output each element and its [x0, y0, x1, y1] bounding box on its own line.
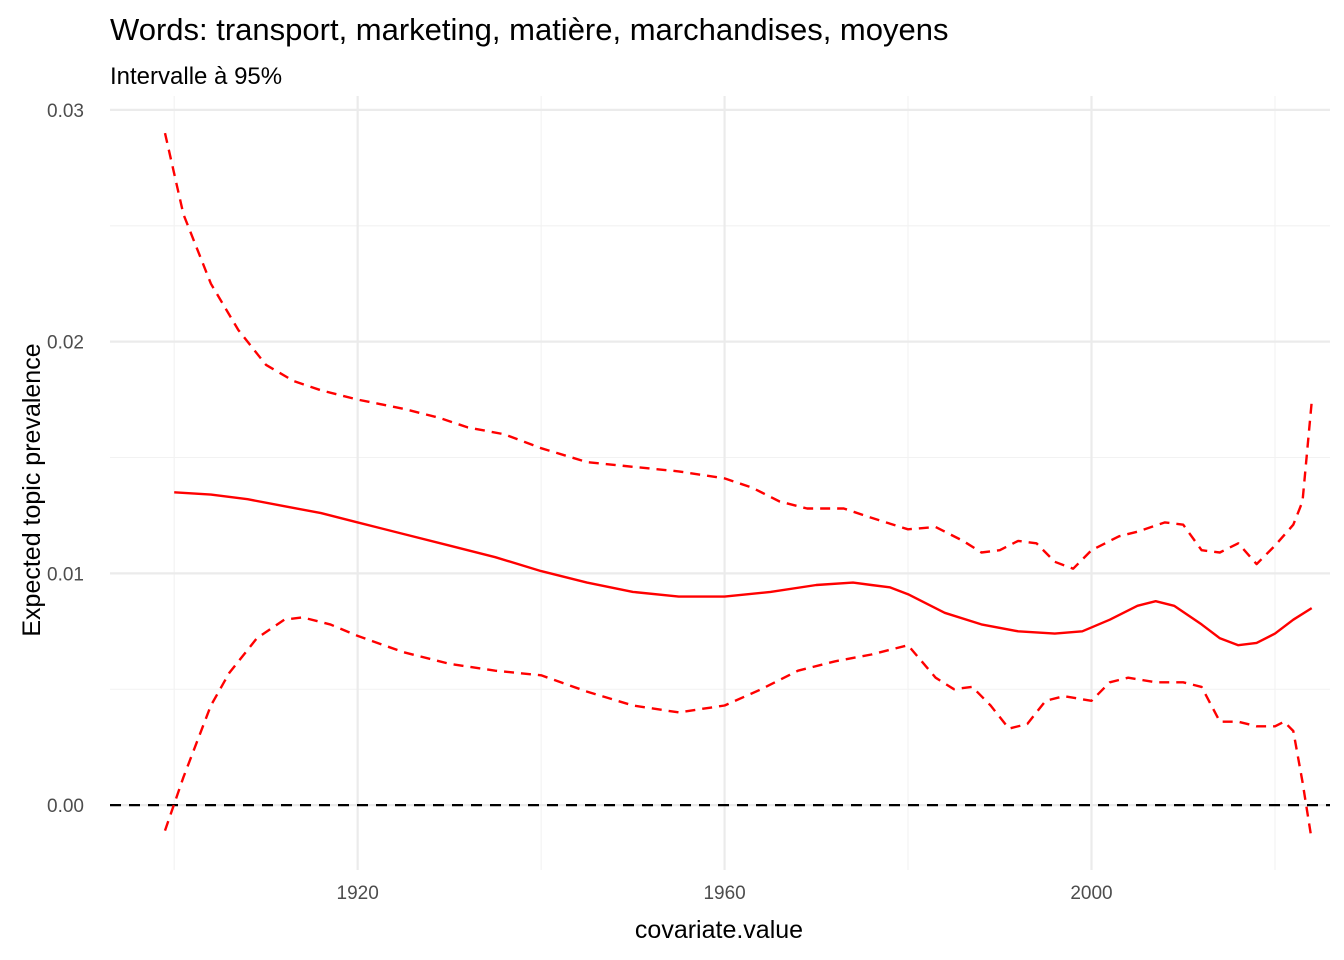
y-tick-label: 0.01 [47, 564, 84, 585]
x-tick-label: 2000 [1070, 883, 1112, 904]
series-line-estimate [174, 491, 1313, 647]
series-line-lower-95 [163, 616, 1313, 841]
series-group [163, 132, 1313, 841]
y-axis-title: Expected topic prevalence [18, 343, 46, 636]
y-tick-label: 0.00 [47, 796, 84, 817]
x-axis-title: covariate.value [635, 916, 803, 944]
x-tick-label: 1960 [703, 883, 745, 904]
y-tick-label: 0.03 [47, 101, 84, 122]
x-tick-label: 1920 [337, 883, 379, 904]
minor-gridlines [110, 96, 1330, 870]
y-tick-label: 0.02 [47, 333, 84, 354]
y-tick-labels: 0.00 0.01 0.02 0.03 [47, 101, 84, 817]
chart-subtitle: Intervalle à 95% [110, 63, 282, 90]
major-gridlines [110, 96, 1330, 870]
chart-title: Words: transport, marketing, matière, ma… [110, 12, 948, 47]
series-line-upper-95 [163, 132, 1313, 570]
x-tick-labels: 1920 1960 2000 [337, 883, 1113, 904]
